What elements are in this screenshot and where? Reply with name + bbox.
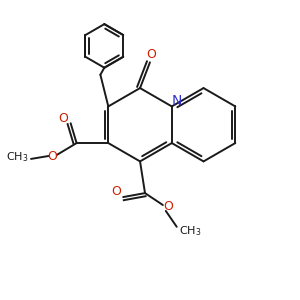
Text: O: O bbox=[163, 200, 173, 214]
Text: CH$_3$: CH$_3$ bbox=[179, 224, 202, 238]
Text: N: N bbox=[172, 94, 182, 109]
Text: O: O bbox=[111, 184, 121, 198]
Text: CH$_3$: CH$_3$ bbox=[6, 150, 28, 164]
Text: O: O bbox=[47, 150, 57, 164]
Text: O: O bbox=[146, 48, 156, 61]
Text: O: O bbox=[58, 112, 68, 125]
